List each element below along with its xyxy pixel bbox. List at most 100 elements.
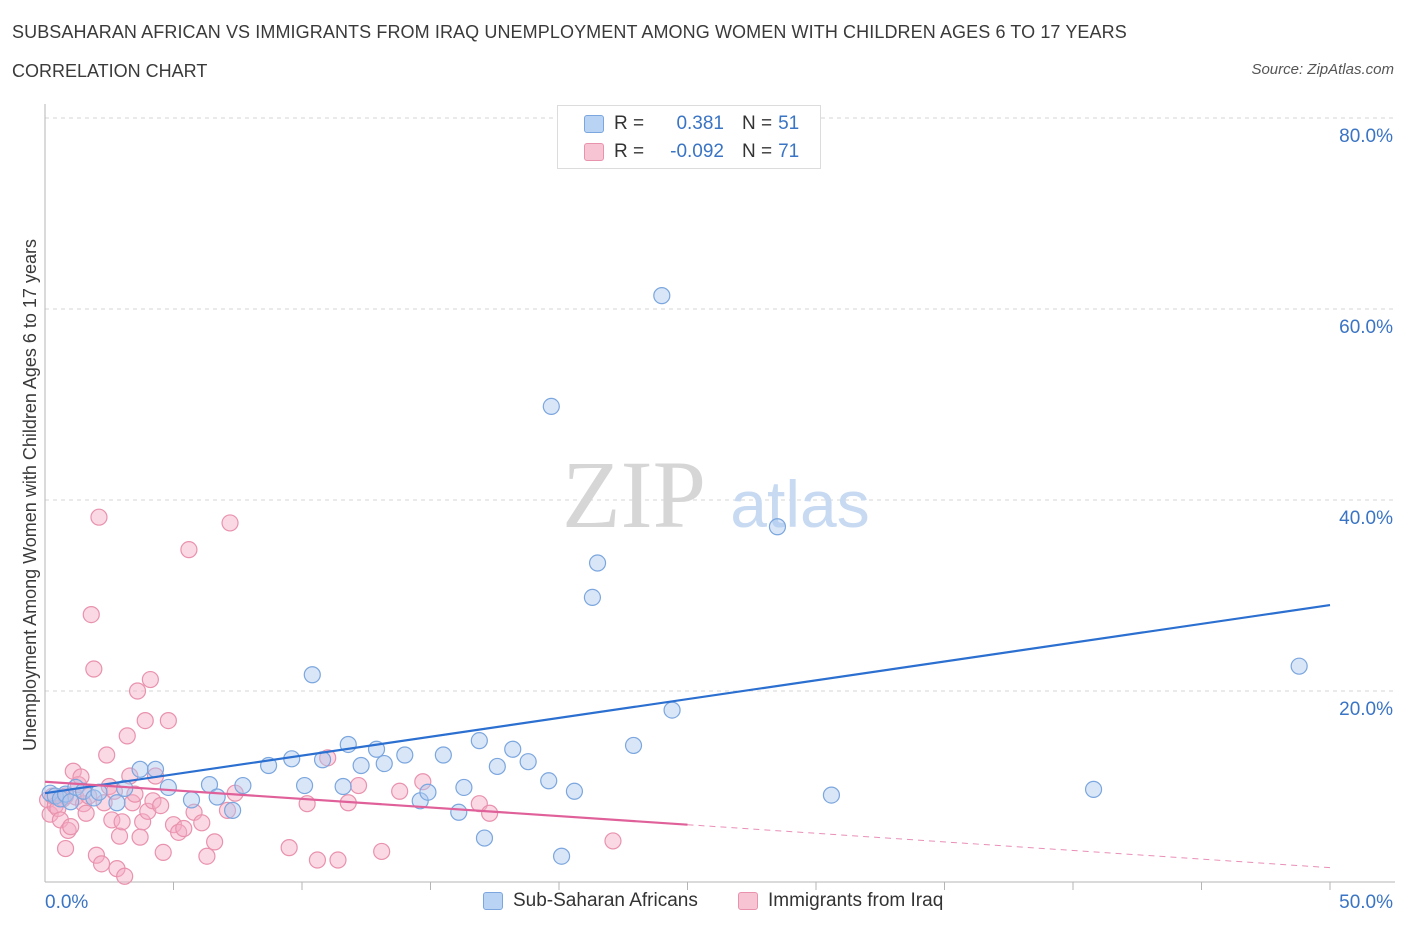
legend-row-subsaharan: R = 0.381 N = 51 bbox=[584, 112, 799, 136]
point-iraq bbox=[414, 773, 432, 791]
watermark: ZIP atlas bbox=[562, 441, 870, 548]
point-subsaharan bbox=[653, 287, 671, 305]
y-tick-label: 40.0% bbox=[1339, 508, 1393, 529]
point-subsaharan bbox=[488, 757, 506, 776]
point-iraq bbox=[92, 855, 111, 873]
point-subsaharan bbox=[663, 701, 681, 719]
point-iraq bbox=[77, 804, 95, 822]
point-subsaharan bbox=[455, 778, 473, 797]
series-subsaharan bbox=[41, 287, 1308, 865]
point-iraq bbox=[126, 785, 144, 803]
legend-item-subsaharan[interactable]: Sub-Saharan Africans bbox=[483, 890, 698, 912]
point-iraq bbox=[90, 508, 108, 526]
legend-label-iraq: Immigrants from Iraq bbox=[768, 890, 944, 911]
point-iraq bbox=[308, 851, 327, 869]
trend-line-iraq bbox=[44, 780, 688, 826]
point-subsaharan bbox=[131, 760, 149, 778]
point-subsaharan bbox=[540, 772, 558, 790]
point-subsaharan bbox=[565, 782, 584, 800]
point-subsaharan bbox=[470, 732, 488, 750]
point-iraq bbox=[154, 843, 172, 861]
point-iraq bbox=[134, 813, 152, 831]
point-iraq bbox=[349, 776, 368, 795]
point-iraq bbox=[206, 833, 224, 851]
point-iraq bbox=[218, 801, 237, 819]
legend-swatch-blue bbox=[584, 115, 604, 133]
point-iraq bbox=[329, 851, 347, 869]
point-iraq bbox=[82, 605, 100, 624]
legend-r-label: R = bbox=[614, 141, 645, 162]
legend-n-label: N = bbox=[742, 141, 773, 162]
point-subsaharan bbox=[352, 756, 370, 775]
point-subsaharan bbox=[768, 518, 787, 536]
legend-n-value: 51 bbox=[778, 113, 800, 134]
point-subsaharan bbox=[234, 776, 252, 795]
point-subsaharan bbox=[542, 397, 560, 416]
point-subsaharan bbox=[419, 783, 437, 801]
point-iraq bbox=[221, 514, 239, 532]
point-subsaharan bbox=[303, 666, 321, 684]
legend-swatch-pink bbox=[738, 892, 758, 910]
point-subsaharan bbox=[375, 754, 393, 773]
axes bbox=[44, 104, 1395, 890]
series-legend: Sub-Saharan Africans Immigrants from Ira… bbox=[0, 890, 1406, 914]
y-axis-title: Unemployment Among Women with Children A… bbox=[20, 239, 40, 751]
point-iraq bbox=[131, 828, 149, 846]
point-subsaharan bbox=[182, 791, 201, 809]
point-subsaharan bbox=[224, 801, 242, 819]
point-subsaharan bbox=[396, 746, 414, 764]
chart-subtitle: CORRELATION CHART bbox=[12, 61, 208, 81]
y-tick-label: 60.0% bbox=[1339, 317, 1393, 338]
point-subsaharan bbox=[822, 786, 841, 804]
chart-title: SUBSAHARAN AFRICAN VS IMMIGRANTS FROM IR… bbox=[12, 22, 1127, 42]
point-subsaharan bbox=[1084, 780, 1103, 798]
point-subsaharan bbox=[159, 778, 177, 797]
point-subsaharan bbox=[295, 776, 314, 795]
legend-swatch-blue bbox=[483, 892, 503, 910]
point-iraq bbox=[180, 541, 198, 559]
legend-r-value: 0.381 bbox=[676, 113, 724, 134]
watermark-atlas: atlas bbox=[730, 467, 869, 541]
trend-lines bbox=[44, 603, 1331, 869]
legend-r-value: -0.092 bbox=[670, 141, 724, 162]
point-iraq bbox=[136, 712, 154, 730]
y-tick-label: 20.0% bbox=[1339, 699, 1393, 720]
point-iraq bbox=[113, 813, 131, 831]
point-subsaharan bbox=[208, 788, 226, 806]
point-iraq bbox=[280, 839, 298, 857]
watermark-zip: ZIP bbox=[562, 441, 706, 548]
x-tick-label: 0.0% bbox=[45, 892, 88, 913]
point-iraq bbox=[103, 811, 121, 829]
gridlines bbox=[45, 117, 1395, 692]
legend-label-subsaharan: Sub-Saharan Africans bbox=[513, 890, 698, 911]
point-subsaharan bbox=[504, 740, 522, 758]
source-credit: Source: ZipAtlas.com bbox=[1251, 61, 1394, 78]
point-iraq bbox=[128, 682, 147, 700]
point-iraq bbox=[87, 846, 106, 864]
point-iraq bbox=[193, 814, 211, 832]
axis-labels: 20.0% 40.0% 60.0% 80.0% 0.0% 50.0% Unemploymen… bbox=[20, 126, 1393, 913]
point-iraq bbox=[604, 832, 622, 850]
legend-item-iraq[interactable]: Immigrants from Iraq bbox=[738, 890, 943, 912]
point-iraq bbox=[159, 712, 177, 730]
point-subsaharan bbox=[434, 746, 452, 764]
point-subsaharan bbox=[624, 736, 643, 755]
point-iraq bbox=[62, 818, 80, 836]
trend-line-iraq-extension bbox=[687, 824, 1331, 869]
point-iraq bbox=[85, 660, 103, 678]
point-iraq bbox=[116, 867, 134, 885]
correlation-legend: R = 0.381 N = 51 R = -0.092 N = 71 bbox=[557, 105, 821, 169]
point-iraq bbox=[110, 827, 129, 845]
point-subsaharan bbox=[450, 803, 468, 821]
point-iraq bbox=[118, 727, 136, 745]
legend-swatch-pink bbox=[584, 143, 604, 161]
point-subsaharan bbox=[108, 794, 126, 812]
point-iraq bbox=[391, 782, 409, 800]
point-iraq bbox=[198, 847, 216, 865]
legend-row-iraq: R = -0.092 N = 71 bbox=[584, 140, 799, 164]
legend-n-label: N = bbox=[742, 113, 773, 134]
point-subsaharan bbox=[1290, 657, 1308, 675]
y-tick-label: 80.0% bbox=[1339, 126, 1393, 147]
point-iraq bbox=[95, 794, 113, 812]
